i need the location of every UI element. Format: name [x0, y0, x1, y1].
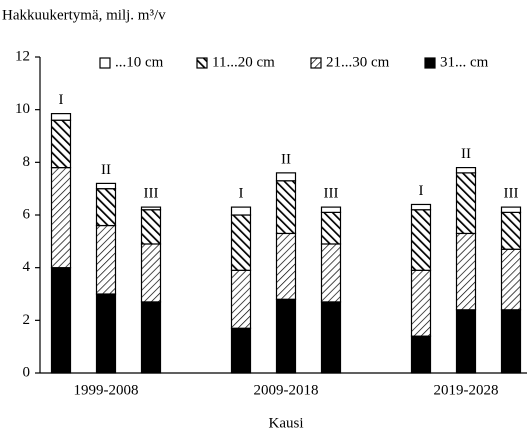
bar-segment — [230, 269, 252, 329]
bar-segment — [410, 203, 432, 211]
bar-segment — [140, 209, 162, 245]
bar-segment — [500, 211, 522, 250]
bar-segment — [50, 113, 72, 121]
legend-label: 31... cm — [440, 54, 489, 70]
bar-segment — [230, 214, 252, 271]
legend-swatch — [310, 57, 322, 69]
x-tick-label: 2009-2018 — [254, 382, 319, 398]
y-tick-label: 0 — [23, 364, 31, 380]
y-tick-label: 12 — [15, 48, 30, 64]
y-tick-label: 2 — [23, 312, 31, 328]
legend-swatch — [196, 57, 208, 69]
legend-label: 21...30 cm — [326, 54, 390, 70]
bar-segment — [275, 232, 297, 300]
bar-label: III — [504, 186, 519, 202]
bar-segment — [230, 206, 252, 216]
legend-label: 11...20 cm — [212, 54, 275, 70]
bar-segment — [275, 298, 297, 374]
y-tick-label: 6 — [23, 206, 31, 222]
bar-segment — [95, 188, 117, 227]
bar-label: III — [144, 186, 159, 202]
bar-label: I — [59, 92, 64, 108]
bar-segment — [455, 309, 477, 374]
bar-label: I — [419, 183, 424, 199]
bar-label: II — [281, 151, 291, 167]
bar-segment — [410, 209, 432, 271]
bar-label: II — [101, 162, 111, 178]
bar-segment — [320, 206, 342, 213]
bar-segment — [320, 243, 342, 303]
bar-segment — [500, 248, 522, 311]
bar-segment — [140, 206, 162, 211]
bar-segment — [95, 293, 117, 374]
bar-segment — [50, 167, 72, 269]
bar-label: I — [239, 186, 244, 202]
bar-segment — [275, 172, 297, 182]
legend-swatch — [99, 57, 111, 69]
y-tick-label: 8 — [23, 154, 31, 170]
bar-segment — [50, 119, 72, 169]
y-axis-title: Hakkuukertymä, milj. m³/v — [2, 7, 166, 23]
bar-segment — [230, 327, 252, 374]
bar-segment — [455, 167, 477, 174]
bar-segment — [320, 211, 342, 245]
bar-segment — [320, 301, 342, 374]
bar-segment — [500, 206, 522, 213]
bar-segment — [140, 301, 162, 374]
legend-label: ...10 cm — [115, 54, 164, 70]
x-tick-label: 1999-2008 — [74, 382, 139, 398]
bar-segment — [275, 180, 297, 235]
bar-segment — [410, 335, 432, 374]
bar-segment — [50, 267, 72, 374]
bar-segment — [140, 243, 162, 303]
y-tick-label: 10 — [15, 101, 30, 117]
x-axis-title: Kausi — [269, 415, 304, 431]
bar-segment — [455, 232, 477, 311]
bar-segment — [95, 224, 117, 295]
x-tick-label: 2019-2028 — [434, 382, 499, 398]
bar-segment — [500, 309, 522, 374]
legend-swatch — [424, 57, 436, 69]
bar-segment — [95, 182, 117, 190]
bar-label: II — [461, 146, 471, 162]
bar-segment — [455, 172, 477, 235]
y-tick-label: 4 — [23, 259, 31, 275]
bar-segment — [410, 269, 432, 337]
bar-label: III — [324, 186, 339, 202]
